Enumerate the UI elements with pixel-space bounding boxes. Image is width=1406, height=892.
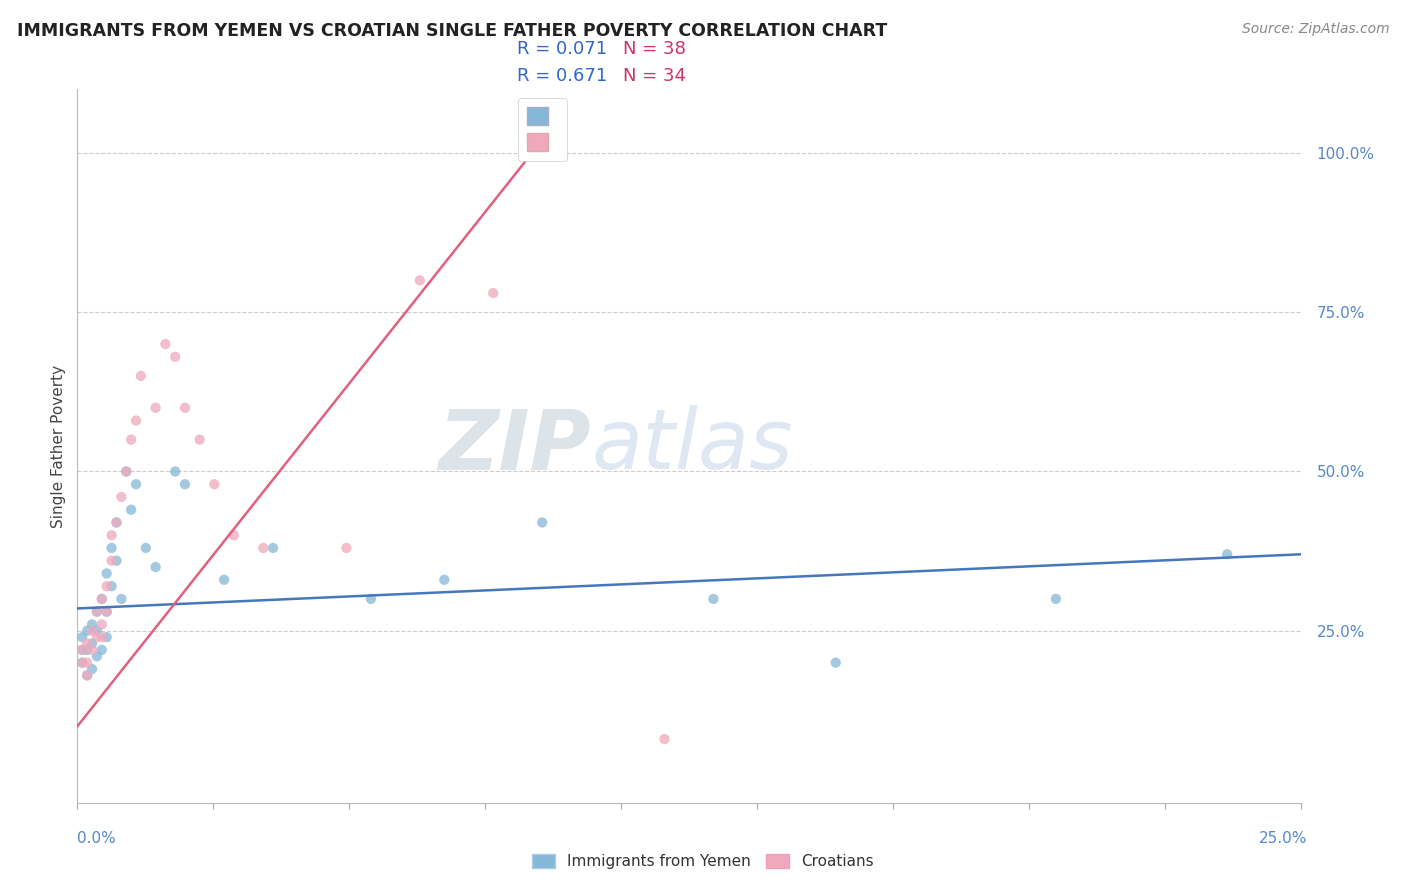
- Point: [135, 541, 157, 555]
- Point: [105, 516, 128, 530]
- Point: [409, 273, 432, 287]
- Point: [145, 560, 167, 574]
- Y-axis label: Single Father Poverty: Single Father Poverty: [51, 365, 66, 527]
- Point: [100, 541, 122, 555]
- Text: Source: ZipAtlas.com: Source: ZipAtlas.com: [1241, 22, 1389, 37]
- Point: [120, 502, 142, 516]
- Point: [86, 624, 108, 638]
- Point: [433, 573, 456, 587]
- Text: ZIP: ZIP: [439, 406, 591, 486]
- Legend: , : ,: [517, 98, 567, 161]
- Point: [1045, 591, 1067, 606]
- Point: [100, 528, 122, 542]
- Point: [115, 465, 138, 479]
- Point: [120, 433, 142, 447]
- Point: [70, 656, 93, 670]
- Point: [155, 337, 177, 351]
- Point: [105, 554, 128, 568]
- Point: [105, 516, 128, 530]
- Point: [702, 591, 724, 606]
- Point: [824, 656, 846, 670]
- Text: 0.0%: 0.0%: [77, 831, 117, 846]
- Text: N = 34: N = 34: [623, 67, 686, 85]
- Point: [96, 630, 118, 644]
- Point: [202, 477, 225, 491]
- Point: [96, 579, 118, 593]
- Point: [100, 554, 122, 568]
- Point: [70, 656, 93, 670]
- Point: [174, 401, 197, 415]
- Point: [174, 477, 197, 491]
- Point: [115, 465, 138, 479]
- Point: [252, 541, 274, 555]
- Point: [70, 643, 93, 657]
- Point: [90, 591, 112, 606]
- Point: [125, 413, 148, 427]
- Point: [90, 630, 112, 644]
- Point: [86, 630, 108, 644]
- Point: [80, 624, 103, 638]
- Point: [76, 636, 98, 650]
- Point: [100, 579, 122, 593]
- Point: [165, 465, 187, 479]
- Point: [110, 591, 132, 606]
- Point: [96, 566, 118, 581]
- Text: R = 0.671: R = 0.671: [517, 67, 607, 85]
- Point: [262, 541, 284, 555]
- Point: [76, 668, 98, 682]
- Point: [165, 350, 187, 364]
- Text: 25.0%: 25.0%: [1260, 831, 1308, 846]
- Point: [80, 662, 103, 676]
- Point: [76, 668, 98, 682]
- Point: [76, 624, 98, 638]
- Point: [145, 401, 167, 415]
- Point: [90, 617, 112, 632]
- Point: [212, 573, 235, 587]
- Text: R = 0.071: R = 0.071: [517, 40, 607, 58]
- Point: [80, 636, 103, 650]
- Point: [86, 605, 108, 619]
- Point: [80, 617, 103, 632]
- Point: [96, 605, 118, 619]
- Point: [188, 433, 211, 447]
- Text: atlas: atlas: [591, 406, 793, 486]
- Point: [222, 528, 245, 542]
- Point: [654, 732, 676, 747]
- Text: N = 38: N = 38: [623, 40, 686, 58]
- Point: [482, 286, 505, 301]
- Point: [335, 541, 357, 555]
- Point: [1216, 547, 1239, 561]
- Point: [90, 591, 112, 606]
- Point: [129, 368, 152, 383]
- Point: [86, 605, 108, 619]
- Point: [86, 649, 108, 664]
- Point: [76, 656, 98, 670]
- Point: [76, 643, 98, 657]
- Point: [110, 490, 132, 504]
- Point: [70, 630, 93, 644]
- Point: [125, 477, 148, 491]
- Text: IMMIGRANTS FROM YEMEN VS CROATIAN SINGLE FATHER POVERTY CORRELATION CHART: IMMIGRANTS FROM YEMEN VS CROATIAN SINGLE…: [17, 22, 887, 40]
- Point: [70, 643, 93, 657]
- Point: [80, 643, 103, 657]
- Point: [360, 591, 382, 606]
- Point: [90, 643, 112, 657]
- Point: [531, 516, 554, 530]
- Legend: Immigrants from Yemen, Croatians: Immigrants from Yemen, Croatians: [526, 847, 880, 875]
- Point: [96, 605, 118, 619]
